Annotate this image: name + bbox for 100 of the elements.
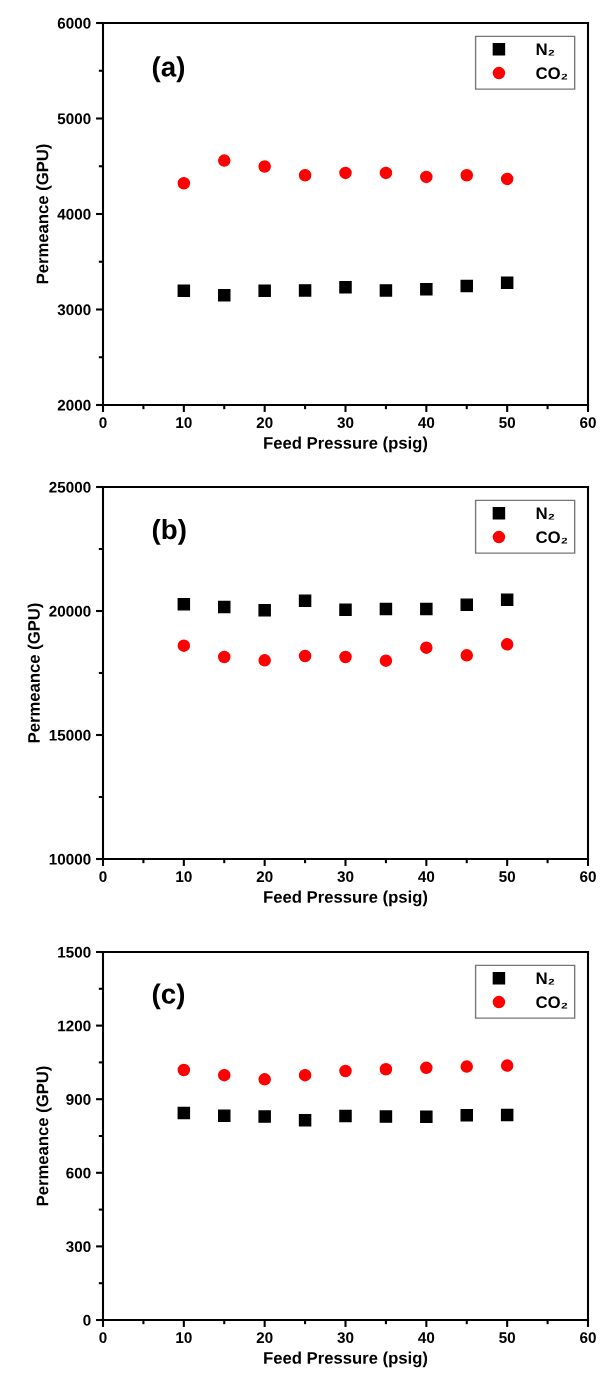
point <box>379 1063 393 1076</box>
point <box>258 654 271 667</box>
point <box>258 604 271 617</box>
y-tick-label: 3000 <box>57 304 91 316</box>
y-tick-label: 4000 <box>57 208 91 220</box>
point <box>298 168 312 182</box>
point <box>339 650 352 664</box>
y-tick-label: 300 <box>66 1241 91 1253</box>
y-tick-label: 600 <box>66 1167 91 1179</box>
x-axis-title: Feed Pressure (psig) <box>264 890 428 907</box>
point <box>420 641 433 654</box>
point <box>500 1059 514 1072</box>
point <box>420 602 433 616</box>
point <box>500 638 514 651</box>
x-tick-label: 10 <box>176 871 192 883</box>
annotation: (c) <box>152 983 185 1010</box>
legend-label: N₂ <box>536 972 555 985</box>
point <box>298 1114 312 1127</box>
legend-label: N₂ <box>536 507 555 520</box>
point <box>379 654 393 667</box>
y-axis-title: Permeance (GPU) <box>36 144 52 284</box>
x-tick-label: 40 <box>418 871 435 883</box>
point <box>298 594 312 607</box>
point <box>339 166 352 180</box>
x-tick-label: 0 <box>99 417 107 429</box>
point <box>500 593 514 606</box>
point <box>420 1061 433 1075</box>
point <box>217 1068 231 1082</box>
point <box>339 280 352 294</box>
point <box>258 1073 271 1086</box>
y-tick-label: 6000 <box>57 17 91 29</box>
y-tick-label: 15000 <box>49 729 91 741</box>
legend-label: CO₂ <box>536 67 568 80</box>
point <box>500 172 514 186</box>
y-tick-label: 1500 <box>58 946 91 958</box>
point <box>339 603 352 616</box>
x-tick-label: 20 <box>256 417 273 429</box>
x-tick-label: 20 <box>256 1332 273 1344</box>
point <box>258 284 271 298</box>
x-tick-label: 40 <box>418 417 435 429</box>
point <box>460 1060 474 1073</box>
point <box>177 1063 191 1077</box>
point <box>420 1110 433 1124</box>
x-tick-label: 50 <box>499 417 516 429</box>
point <box>460 598 474 611</box>
point <box>217 154 231 167</box>
x-tick-label: 0 <box>99 871 107 883</box>
point <box>177 598 191 611</box>
x-tick-label: 40 <box>418 1332 435 1344</box>
x-axis-title: Feed Pressure (psig) <box>264 436 428 453</box>
x-tick-label: 50 <box>499 871 516 883</box>
point <box>339 1109 352 1123</box>
point <box>177 1106 191 1120</box>
point <box>217 1109 231 1122</box>
x-tick-label: 50 <box>499 1332 516 1344</box>
x-tick-label: 0 <box>99 1332 107 1344</box>
y-tick-label: 0 <box>83 1314 91 1326</box>
point <box>298 1068 312 1082</box>
annotation: (a) <box>152 56 185 83</box>
point <box>339 1064 352 1078</box>
point <box>460 1108 474 1122</box>
annotation: (b) <box>152 518 186 545</box>
x-tick-label: 10 <box>176 417 192 429</box>
x-tick-label: 60 <box>580 871 596 883</box>
x-tick-label: 60 <box>580 417 596 429</box>
y-tick-label: 25000 <box>49 481 91 493</box>
point <box>500 1108 514 1122</box>
x-tick-label: 30 <box>337 871 354 883</box>
point <box>217 288 231 302</box>
y-tick-label: 10000 <box>49 853 91 865</box>
point <box>258 160 271 173</box>
point <box>460 168 474 182</box>
point <box>379 602 393 616</box>
point <box>298 284 312 297</box>
x-tick-label: 60 <box>580 1332 596 1344</box>
y-tick-label: 1200 <box>58 1020 91 1032</box>
point <box>298 649 312 663</box>
point <box>379 1110 393 1123</box>
x-tick-label: 20 <box>256 871 273 883</box>
point <box>379 166 393 180</box>
point <box>177 176 191 190</box>
legend-label: CO₂ <box>536 531 568 544</box>
point <box>217 650 231 664</box>
point <box>217 600 231 614</box>
point <box>460 649 474 662</box>
y-axis-title: Permeance (GPU) <box>27 603 44 743</box>
y-tick-label: 2000 <box>57 399 91 411</box>
point <box>177 639 191 652</box>
legend-label: N₂ <box>536 43 555 56</box>
point <box>460 279 474 293</box>
point <box>258 1110 271 1123</box>
point <box>420 170 433 184</box>
x-tick-label: 10 <box>176 1332 192 1344</box>
y-tick-label: 900 <box>66 1094 91 1105</box>
y-tick-label: 20000 <box>49 605 91 617</box>
y-tick-label: 5000 <box>57 113 91 125</box>
x-tick-label: 30 <box>337 1332 354 1344</box>
x-axis-title: Feed Pressure (psig) <box>264 1351 428 1368</box>
point <box>500 276 514 290</box>
point <box>420 282 433 296</box>
